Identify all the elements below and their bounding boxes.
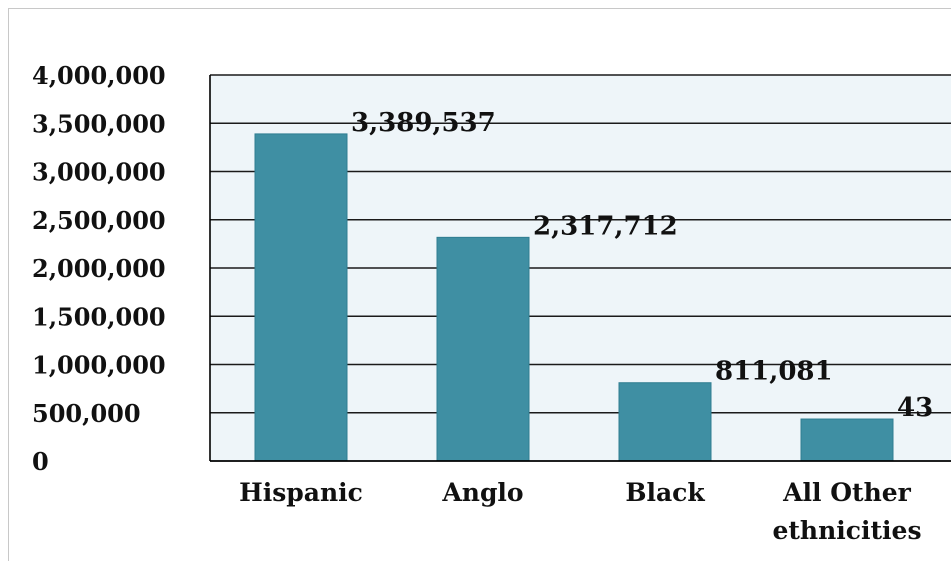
x-category-label: All Other — [782, 478, 912, 507]
bars — [254, 133, 894, 462]
axes — [209, 75, 951, 462]
y-tick-label: 1,000,000 — [32, 351, 166, 380]
bar — [254, 133, 348, 462]
y-tick-label: 0 — [32, 447, 49, 476]
y-tick-label: 500,000 — [32, 399, 141, 428]
bar — [436, 236, 530, 462]
data-label: 43 — [897, 393, 933, 423]
y-tick-labels: 0 500,000 1,000,000 1,500,000 2,000,000 2,500… — [32, 61, 166, 476]
y-tick-label: 3,000,000 — [32, 158, 166, 187]
bar — [800, 418, 894, 462]
data-label: 3,389,537 — [351, 108, 496, 138]
y-tick-label: 2,000,000 — [32, 254, 166, 283]
x-category-label: Black — [625, 478, 705, 507]
bar — [618, 382, 712, 462]
y-tick-label: 2,500,000 — [32, 206, 166, 235]
y-tick-label: 3,500,000 — [32, 109, 166, 138]
x-category-label: Anglo — [441, 478, 523, 507]
x-category-label: ethnicities — [772, 516, 921, 545]
grid-lines — [210, 74, 951, 414]
data-label: 811,081 — [715, 357, 833, 387]
y-tick-label: 1,500,000 — [32, 302, 166, 331]
x-category-label: Hispanic — [239, 478, 363, 507]
x-category-labels: Hispanic Anglo Black All Other ethnicities — [239, 478, 921, 545]
y-tick-label: 4,000,000 — [32, 61, 166, 90]
data-label: 2,317,712 — [533, 211, 678, 241]
chart-frame — [8, 8, 951, 561]
data-labels: 3,389,537 2,317,712 811,081 43 — [351, 108, 933, 423]
